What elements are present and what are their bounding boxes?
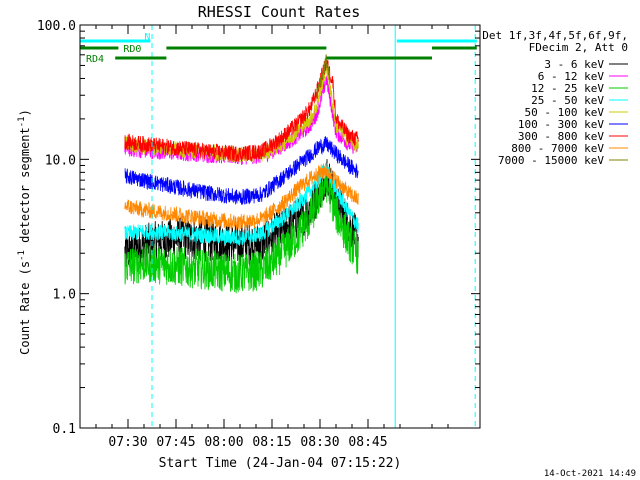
footer-timestamp: 14-Oct-2021 14:49 [544,469,636,479]
y-tick-label: 0.1 [53,422,76,437]
legend: Det 1f,3f,4f,5f,6f,9f,FDecim 2, Att 0 3 -… [482,29,628,167]
legend-entry-label: 800 - 7000 keV [511,142,604,155]
legend-header: FDecim 2, Att 0 [529,41,628,54]
legend-entry-label: 300 - 800 keV [518,130,604,143]
series-line [124,136,359,205]
y-tick-label: 100.0 [37,19,76,34]
legend-header: Det 1f,3f,4f,5f,6f,9f, [482,29,628,42]
legend-entry-label: 6 - 12 keV [538,70,605,83]
legend-entry-label: 12 - 25 keV [531,82,604,95]
legend-entry-label: 25 - 50 keV [531,94,604,107]
x-tick-label: 08:00 [204,435,243,450]
marker-label: RD4 [86,54,104,65]
x-tick-label: 07:45 [156,435,195,450]
legend-entry-label: 7000 - 15000 keV [498,154,604,167]
marker-label: N [144,32,150,43]
x-axis-label: Start Time (24-Jan-04 07:15:22) [159,456,402,471]
x-tick-label: 08:45 [348,435,387,450]
series-line [316,54,330,100]
legend-entry-label: 50 - 100 keV [525,106,605,119]
plot-frame [79,24,481,429]
marker-label: RD0 [123,44,141,55]
x-tick-label: 08:15 [252,435,291,450]
x-tick-label: 08:30 [300,435,339,450]
legend-entry-label: 3 - 6 keV [544,58,604,71]
series-line [124,165,359,294]
series-line [124,163,359,231]
legend-entry-label: 100 - 300 keV [518,118,604,131]
series-layer [124,54,359,294]
y-tick-label: 1.0 [53,288,76,303]
series-line [124,162,359,246]
chart-title: RHESSI Count Rates [198,3,361,21]
y-tick-label: 10.0 [45,153,76,168]
axes-layer: 0.1 1.0 10.0 100.0 07:30 07:45 08:00 08:15 08:30… [37,19,481,450]
y-axis-label: Count Rate (s-1 detector segment-1) [17,109,32,355]
x-tick-label: 07:30 [108,435,147,450]
